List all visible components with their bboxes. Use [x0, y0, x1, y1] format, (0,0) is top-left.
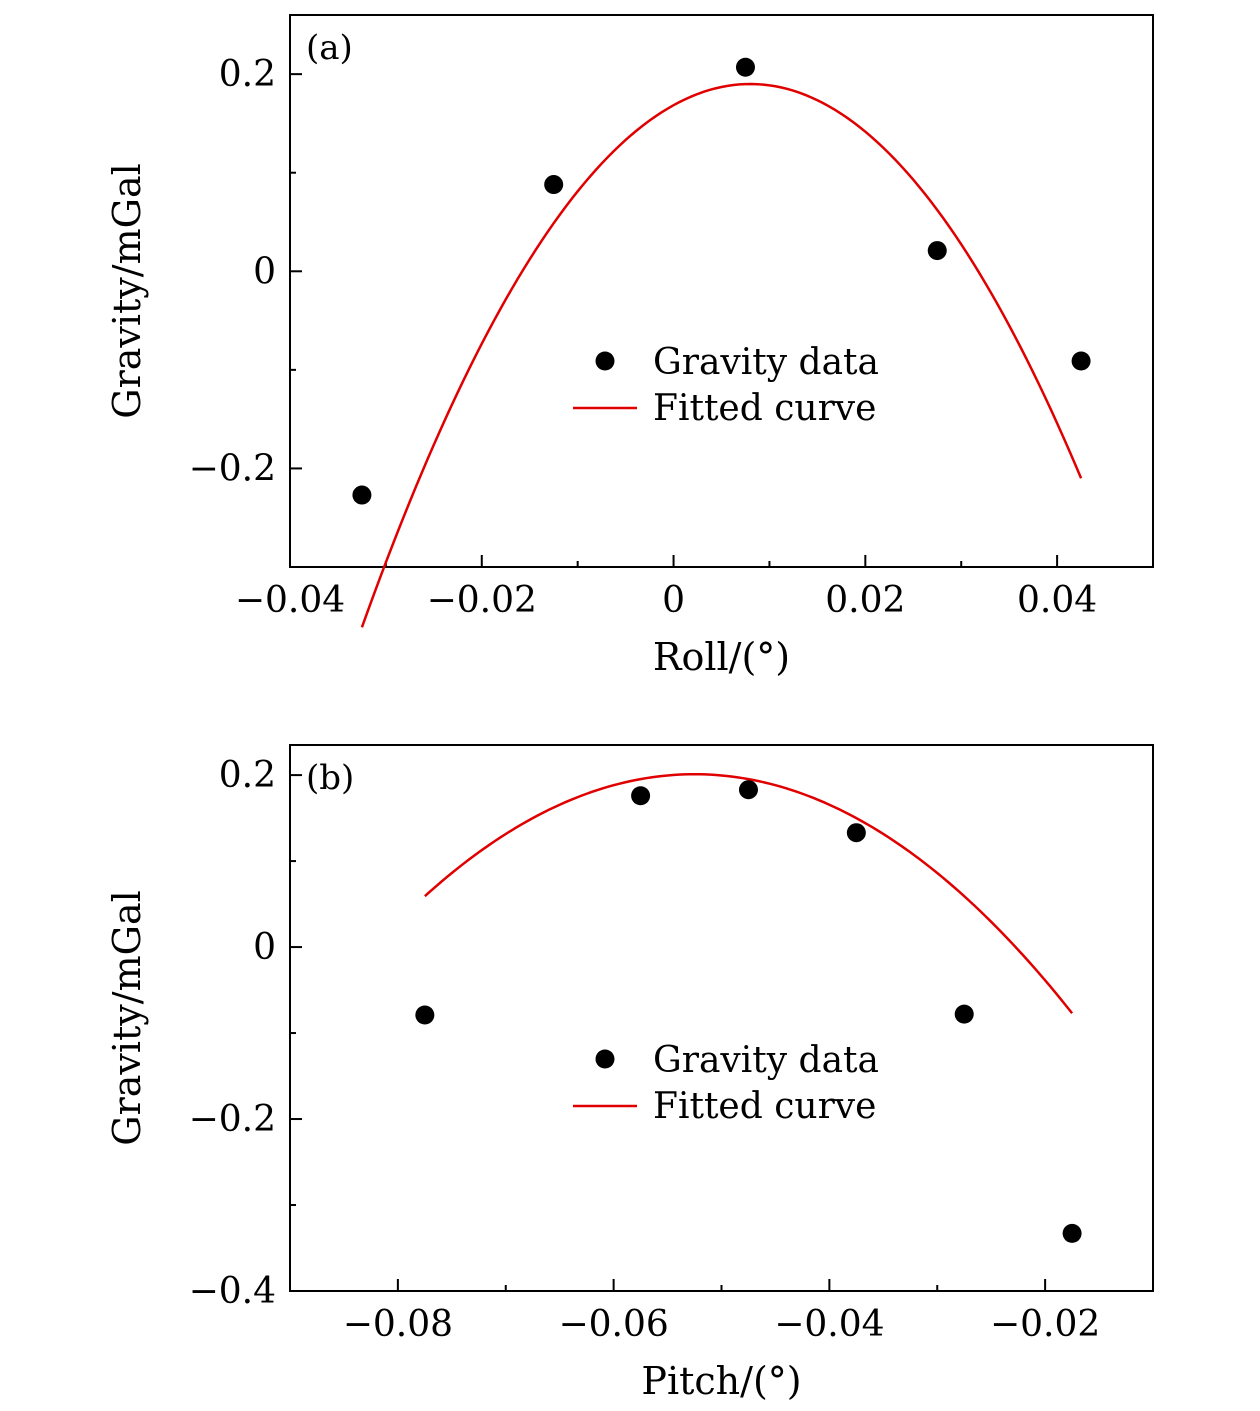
data-point [954, 1004, 974, 1024]
panel-label: (b) [306, 758, 354, 798]
y-tick-label: 0.2 [219, 54, 276, 95]
legend-label-fitted-curve: Fitted curve [653, 1086, 876, 1127]
x-tick-label: 0.02 [825, 580, 905, 621]
data-point [352, 485, 372, 505]
legend-label-gravity-data: Gravity data [653, 342, 879, 383]
chart-panel-a: −0.04 −0.02 0 0.02 0.04 −0.2 0 0.2 Roll/(°) Gravi… [105, 14, 1154, 679]
data-point [1071, 351, 1091, 371]
y-axis-label: Gravity/mGal [105, 890, 149, 1146]
y-tick-label: −0.2 [189, 1099, 276, 1140]
chart-panel-b: −0.08 −0.06 −0.04 −0.02 −0.4 −0.2 0 0.2 Pitch/(°… [105, 744, 1154, 1403]
plot-frame [289, 14, 1154, 568]
x-tick-label: 0 [662, 580, 685, 621]
panel-label: (a) [306, 28, 353, 68]
legend-marker-gravity-data [595, 1049, 615, 1069]
data-point [544, 175, 564, 195]
x-axis-label: Roll/(°) [653, 635, 790, 679]
legend-label-gravity-data: Gravity data [653, 1040, 879, 1081]
data-point [415, 1005, 435, 1025]
legend-marker-gravity-data [595, 351, 615, 371]
data-point [631, 786, 651, 806]
x-tick-label: −0.02 [427, 580, 537, 621]
y-axis-label: Gravity/mGal [105, 163, 149, 419]
data-point [846, 823, 866, 843]
y-tick-label: −0.4 [189, 1271, 276, 1312]
x-tick-label: −0.04 [235, 580, 345, 621]
data-point [927, 241, 947, 261]
fitted-curve-line [424, 772, 1074, 1015]
x-axis-label: Pitch/(°) [641, 1359, 801, 1403]
fitted-curve-line [360, 82, 1083, 628]
x-tick-label: −0.08 [343, 1304, 453, 1345]
data-point [735, 57, 755, 77]
x-tick-label: 0.04 [1017, 580, 1097, 621]
legend-label-fitted-curve: Fitted curve [653, 388, 876, 429]
legend: Gravity data Fitted curve [573, 342, 879, 429]
legend: Gravity data Fitted curve [573, 1040, 879, 1127]
x-tick-label: −0.06 [558, 1304, 668, 1345]
y-tick-label: 0.2 [219, 755, 276, 796]
data-point [738, 780, 758, 800]
x-tick-label: −0.04 [774, 1304, 884, 1345]
x-tick-label: −0.02 [990, 1304, 1100, 1345]
y-tick-label: 0 [253, 927, 276, 968]
y-tick-label: 0 [253, 251, 276, 292]
y-tick-label: −0.2 [189, 448, 276, 489]
data-point [1062, 1223, 1082, 1243]
